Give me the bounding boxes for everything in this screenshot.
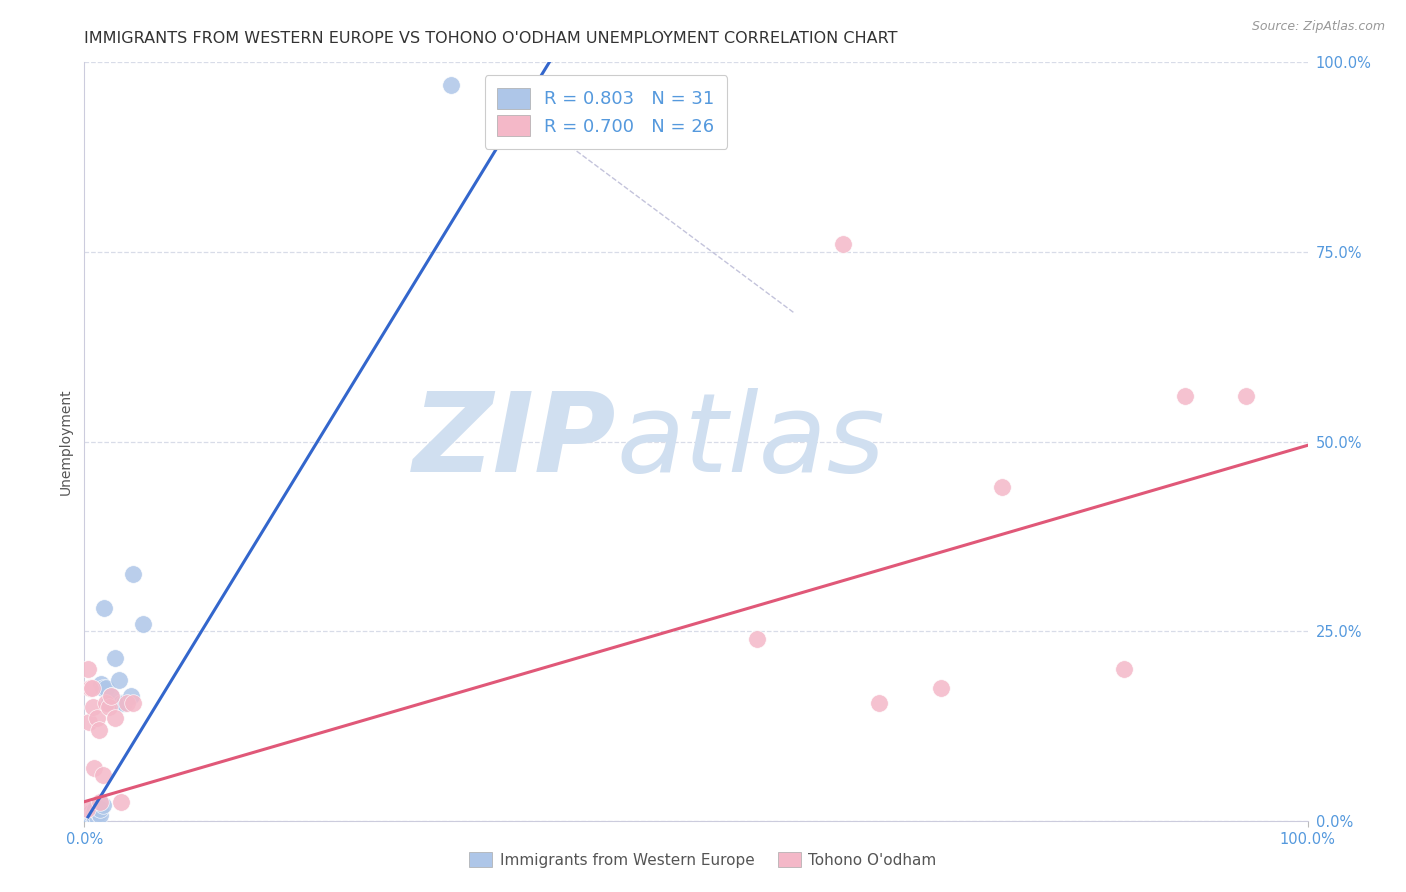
Legend: R = 0.803   N = 31, R = 0.700   N = 26: R = 0.803 N = 31, R = 0.700 N = 26 — [485, 75, 727, 149]
Point — [77, 662, 100, 676]
Point — [79, 810, 101, 824]
Point — [104, 711, 127, 725]
Point — [440, 78, 463, 92]
Point — [93, 601, 115, 615]
Point — [76, 810, 98, 824]
Point — [89, 802, 111, 816]
Point — [76, 802, 98, 816]
Point — [91, 798, 114, 813]
Text: Source: ZipAtlas.com: Source: ZipAtlas.com — [1251, 20, 1385, 33]
Point — [122, 567, 145, 582]
Text: atlas: atlas — [616, 388, 886, 495]
Point — [77, 715, 100, 730]
Point — [97, 699, 120, 714]
Point — [115, 696, 138, 710]
Point — [90, 677, 112, 691]
Point — [112, 696, 135, 710]
Point — [84, 802, 107, 816]
Point — [1236, 389, 1258, 403]
Point — [82, 806, 104, 821]
Point — [122, 696, 145, 710]
Point — [1114, 662, 1136, 676]
Point — [86, 810, 108, 824]
Point — [89, 795, 111, 809]
Point — [747, 632, 769, 646]
Point — [100, 689, 122, 703]
Point — [83, 809, 105, 823]
Text: ZIP: ZIP — [413, 388, 616, 495]
Point — [110, 696, 132, 710]
Point — [79, 806, 101, 821]
Point — [91, 681, 114, 695]
Text: IMMIGRANTS FROM WESTERN EUROPE VS TOHONO O'ODHAM UNEMPLOYMENT CORRELATION CHART: IMMIGRANTS FROM WESTERN EUROPE VS TOHONO… — [84, 31, 898, 46]
Point — [77, 809, 100, 823]
Point — [991, 480, 1014, 494]
Point — [1174, 389, 1197, 403]
Point — [107, 673, 129, 688]
Point — [869, 696, 891, 710]
Point — [104, 650, 127, 665]
Point — [77, 807, 100, 822]
Point — [83, 805, 105, 819]
Point — [80, 681, 103, 695]
Y-axis label: Unemployment: Unemployment — [59, 388, 73, 495]
Point — [132, 616, 155, 631]
Point — [83, 760, 105, 774]
Point — [929, 681, 952, 695]
Point — [89, 807, 111, 822]
Point — [97, 696, 120, 710]
Point — [87, 723, 110, 737]
Point — [110, 795, 132, 809]
Point — [86, 806, 108, 821]
Point — [100, 689, 122, 703]
Point — [86, 711, 108, 725]
Point — [87, 805, 110, 819]
Point — [87, 806, 110, 821]
Point — [96, 696, 118, 710]
Point — [120, 689, 142, 703]
Legend: Immigrants from Western Europe, Tohono O'odham: Immigrants from Western Europe, Tohono O… — [461, 844, 945, 875]
Point — [79, 681, 101, 695]
Point — [82, 699, 104, 714]
Point — [96, 681, 118, 695]
Point — [80, 807, 103, 822]
Point — [831, 237, 853, 252]
Point — [91, 768, 114, 782]
